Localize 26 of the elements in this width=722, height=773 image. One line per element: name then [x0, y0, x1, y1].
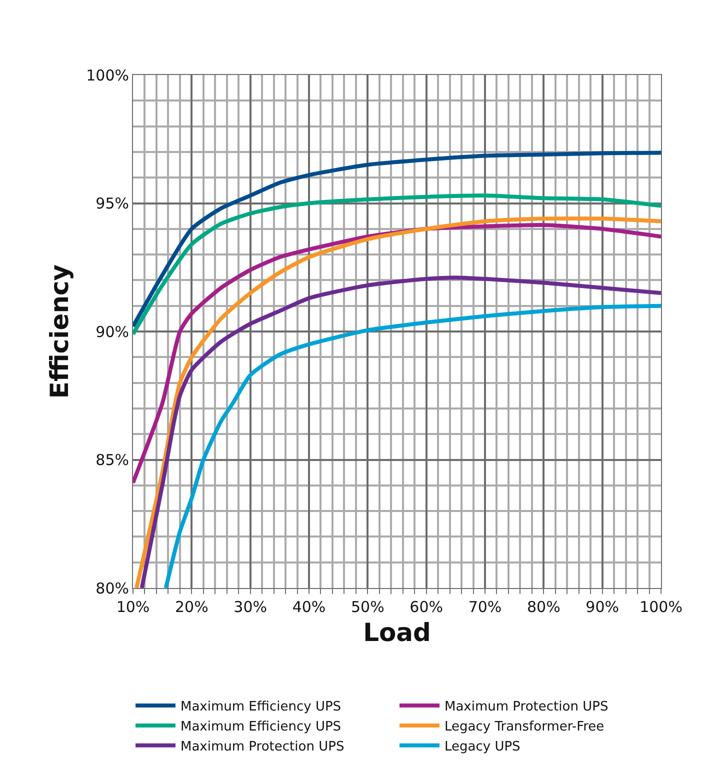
legend-label: Maximum Efficiency UPS	[180, 700, 342, 715]
y-tick-label: 80%	[96, 579, 129, 598]
line-series	[134, 216, 661, 588]
x-tick-label: 90%	[586, 598, 619, 616]
y-tick-label: 100%	[86, 66, 129, 84]
legend-label: Maximum Protection UPS	[444, 700, 608, 715]
x-tick-label: 80%	[527, 598, 560, 616]
x-tick-label: 100%	[640, 598, 682, 616]
x-tick-label: 60%	[410, 598, 443, 616]
y-tick-label: 95%	[96, 194, 129, 212]
legend-label: Maximum Protection UPS	[180, 739, 344, 754]
x-tick-label: 50%	[351, 598, 384, 616]
y-tick-label: 85%	[96, 451, 129, 469]
x-axis-title: Load	[363, 618, 431, 647]
x-tick-label: 70%	[468, 598, 502, 616]
line-series	[133, 150, 661, 328]
legend-label: Legacy Transformer-Free	[444, 720, 604, 735]
x-tick-label: 30%	[234, 598, 267, 616]
legend-label: Legacy UPS	[444, 739, 520, 754]
x-tick-label: 40%	[292, 598, 326, 616]
x-tick-label: 10%	[116, 598, 150, 616]
x-tick-label: 20%	[175, 598, 208, 616]
line-series	[133, 194, 661, 336]
y-axis-title: Efficiency	[44, 264, 74, 399]
legend-label: Maximum Efficiency UPS	[180, 720, 342, 735]
y-tick-label: 90%	[96, 322, 129, 341]
